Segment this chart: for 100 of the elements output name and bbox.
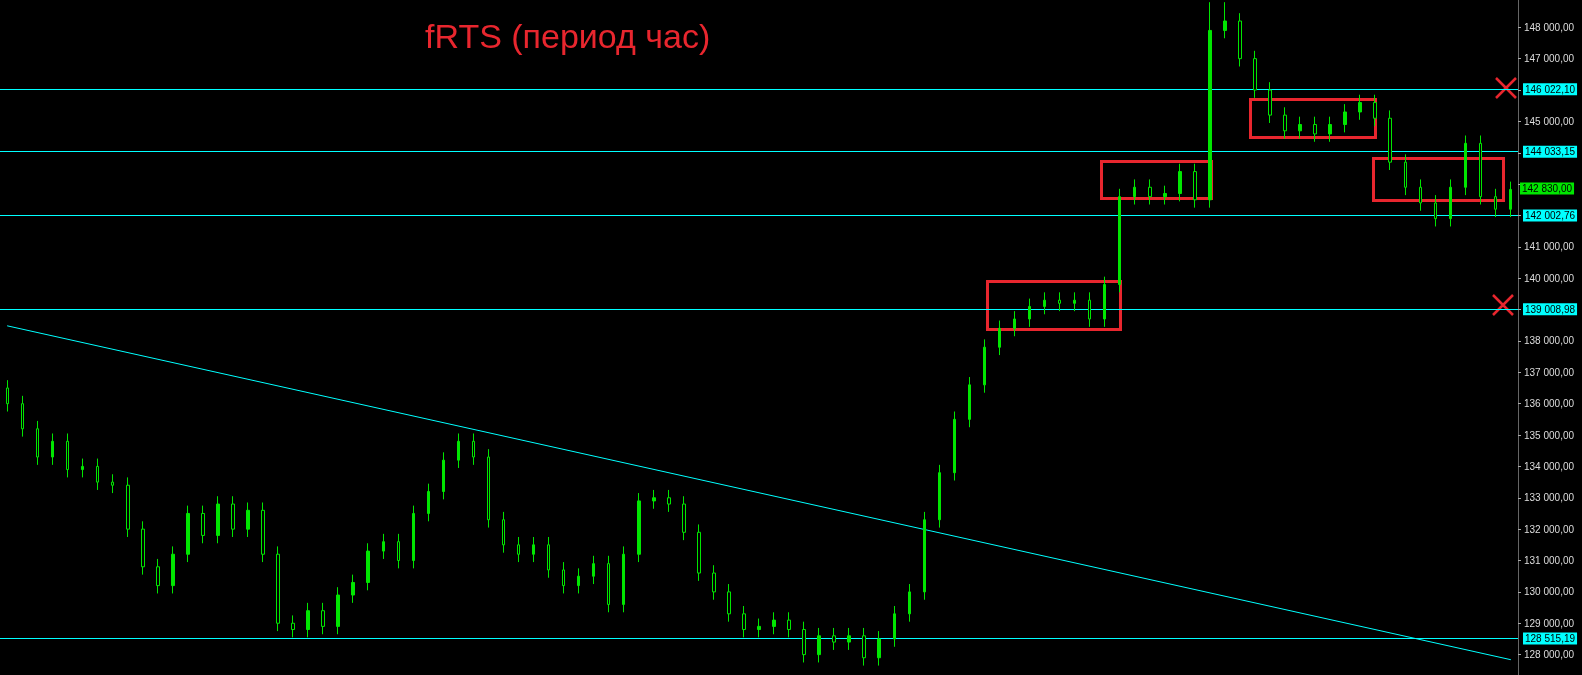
candlestick xyxy=(126,476,130,538)
candlestick xyxy=(998,320,1001,356)
candlestick xyxy=(1298,116,1302,140)
candlestick xyxy=(1404,153,1407,196)
y-tick-label: 140 000,00 xyxy=(1524,272,1575,284)
candlestick xyxy=(291,614,295,638)
candlestick xyxy=(1328,116,1332,143)
candlestick xyxy=(562,561,565,594)
candlestick xyxy=(1313,116,1317,143)
candlestick xyxy=(652,489,656,510)
candlestick xyxy=(1283,106,1287,140)
y-tick-label: 129 000,00 xyxy=(1524,617,1575,629)
candlestick xyxy=(1268,81,1272,124)
candlestick xyxy=(893,605,896,648)
candlestick xyxy=(1419,178,1422,212)
candlestick xyxy=(442,451,445,500)
candlestick xyxy=(427,483,430,522)
y-tick-label: 137 000,00 xyxy=(1524,366,1575,378)
candlestick xyxy=(1148,178,1152,206)
ref-line-label: 146 022,10 xyxy=(1525,83,1576,95)
candlestick xyxy=(1118,188,1121,293)
candlestick xyxy=(1509,181,1512,218)
candlestick xyxy=(111,473,114,494)
candlestick xyxy=(1073,291,1076,312)
candlestick xyxy=(472,432,475,466)
candlestick xyxy=(1208,1,1212,209)
candlestick xyxy=(171,545,175,594)
candlestick xyxy=(1163,185,1167,206)
candlestick xyxy=(487,448,490,529)
candlestick xyxy=(66,432,69,478)
candlestick xyxy=(1343,103,1347,133)
candlestick xyxy=(532,536,535,563)
candlestick xyxy=(81,458,84,478)
candlestick xyxy=(186,505,190,563)
ref-line-label: 128 515,19 xyxy=(1525,632,1576,644)
y-tick-label: 135 000,00 xyxy=(1524,429,1575,441)
candlestick xyxy=(667,489,671,513)
candlestick xyxy=(983,338,986,394)
candlestick xyxy=(1043,291,1046,315)
candlestick xyxy=(336,586,340,635)
candlestick xyxy=(607,555,610,613)
candlestick xyxy=(727,583,731,623)
candlestick xyxy=(577,567,580,594)
y-tick-label: 145 000,00 xyxy=(1524,115,1575,127)
candlestick xyxy=(457,432,460,469)
candlestick xyxy=(517,536,520,563)
ref-line-label: 142 002,76 xyxy=(1525,209,1576,221)
candlestick xyxy=(412,505,415,569)
candlestick xyxy=(141,520,145,576)
candlestick xyxy=(1449,178,1452,227)
candlestick xyxy=(231,495,235,538)
y-tick-label: 130 000,00 xyxy=(1524,586,1575,598)
candlestick xyxy=(817,627,821,663)
candlestick xyxy=(592,555,595,585)
candlestick xyxy=(802,621,806,663)
candlestick xyxy=(276,545,280,632)
text: fRTS (период час) xyxy=(425,17,711,55)
candlestick xyxy=(1464,135,1467,196)
candlestick xyxy=(637,492,641,563)
candlestick xyxy=(246,501,250,538)
candlestick xyxy=(261,501,265,563)
candlestick xyxy=(772,611,776,635)
candlestick xyxy=(1058,291,1061,312)
y-tick-label: 141 000,00 xyxy=(1524,241,1575,253)
candlestick xyxy=(96,458,99,491)
candlestick xyxy=(1253,50,1257,99)
candlestick xyxy=(1373,94,1377,127)
candlestick xyxy=(1388,109,1392,171)
candlestick xyxy=(306,602,310,638)
candlestick xyxy=(908,583,911,623)
candlestick xyxy=(382,533,385,560)
candlestick xyxy=(1479,135,1482,206)
candlestick xyxy=(216,495,220,544)
candlestick xyxy=(1434,194,1437,227)
y-tick-label: 132 000,00 xyxy=(1524,523,1575,535)
y-tick-label: 128 000,00 xyxy=(1524,649,1575,661)
candlestick xyxy=(366,542,370,591)
candlestick xyxy=(1193,163,1197,209)
y-tick-label: 131 000,00 xyxy=(1524,555,1575,567)
candlestick xyxy=(622,545,625,613)
candlestick xyxy=(6,379,9,413)
candlestick xyxy=(1088,291,1091,328)
y-tick-label: 133 000,00 xyxy=(1524,492,1575,504)
candlestick xyxy=(787,611,791,638)
candlestick xyxy=(21,395,24,438)
candlestick xyxy=(742,605,746,638)
candlestick xyxy=(682,495,686,541)
ref-line-label: 144 033,15 xyxy=(1525,146,1576,158)
candlestick xyxy=(1178,163,1182,202)
candlestick xyxy=(51,432,54,466)
candlestick xyxy=(1238,12,1242,67)
candlestick xyxy=(321,602,325,635)
candlestick xyxy=(201,505,205,544)
text: 142 830,00 xyxy=(1522,182,1573,194)
candlestick xyxy=(968,376,971,428)
ref-line-label: 139 008,98 xyxy=(1525,303,1576,315)
candlestick xyxy=(351,574,355,604)
candlestick xyxy=(712,564,716,601)
y-tick-label: 136 000,00 xyxy=(1524,398,1575,410)
candlestick xyxy=(1223,1,1227,39)
